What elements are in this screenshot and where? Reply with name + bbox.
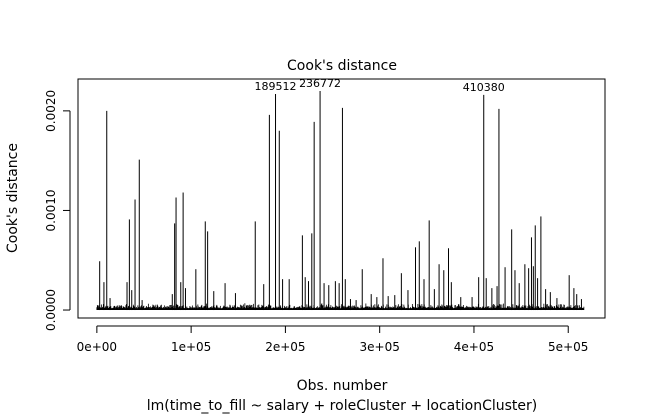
point-label: 410380 xyxy=(463,81,505,94)
chart-title: Cook's distance xyxy=(287,58,397,74)
x-tick-label: 3e+05 xyxy=(360,340,400,354)
point-label: 236772 xyxy=(299,77,341,90)
point-label: 189512 xyxy=(255,80,297,93)
x-tick-label: 4e+05 xyxy=(454,340,494,354)
y-tick-label: 0.0020 xyxy=(44,90,58,132)
y-tick-label: 0.0010 xyxy=(44,189,58,231)
x-tick-label: 2e+05 xyxy=(265,340,305,354)
x-tick-label: 0e+00 xyxy=(77,340,117,354)
x-axis-label: Obs. number xyxy=(297,378,388,394)
y-axis-label: Cook's distance xyxy=(5,143,21,253)
spikes-layer xyxy=(96,90,585,311)
y-tick-label: 0.0000 xyxy=(44,289,58,331)
x-tick-label: 1e+05 xyxy=(171,340,211,354)
labels-layer: 189512 236772 410380 xyxy=(255,77,505,94)
axes-layer: 0e+00 1e+05 2e+05 3e+05 4e+05 5e+05 0.0000 0.00… xyxy=(44,78,606,354)
x-tick-label: 5e+05 xyxy=(548,340,588,354)
baseline-observations xyxy=(96,303,585,311)
plot-frame xyxy=(77,78,606,319)
chart-subtitle: lm(time_to_fill ~ salary + roleCluster +… xyxy=(147,398,537,414)
